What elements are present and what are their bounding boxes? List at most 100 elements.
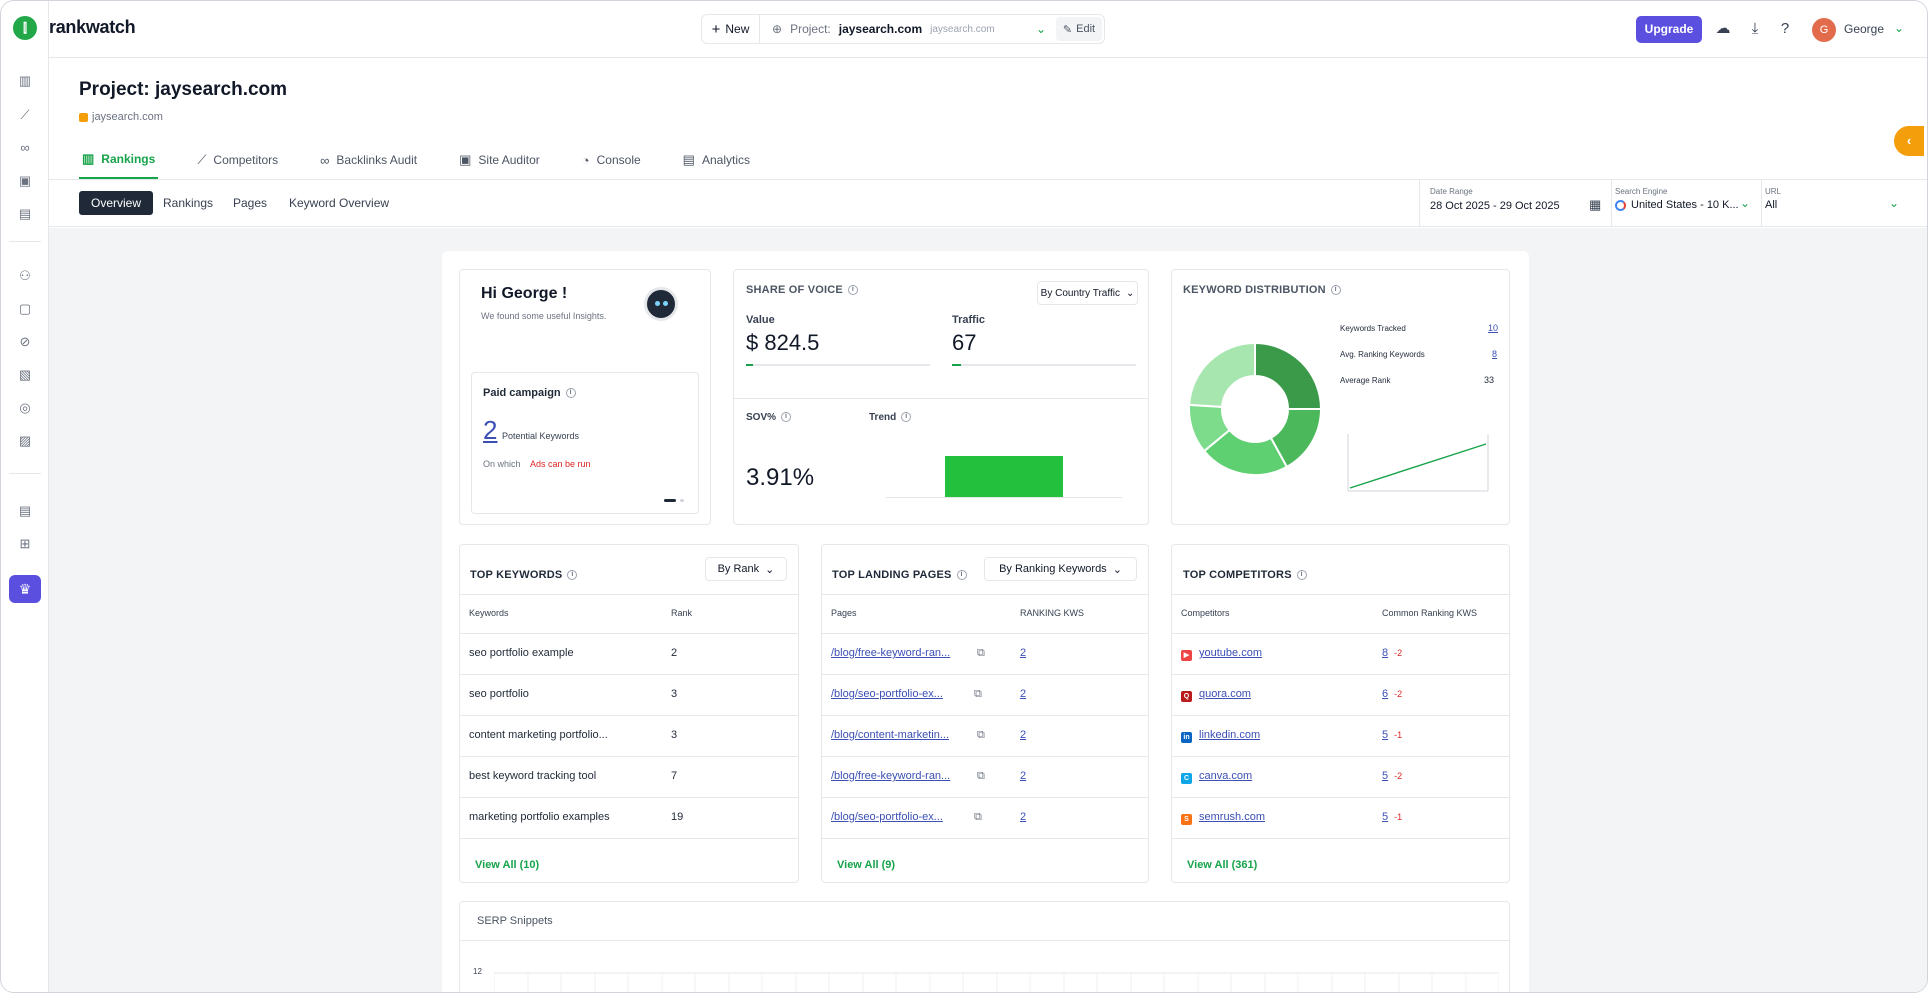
donut-slice[interactable]: [1188, 342, 1256, 408]
external-link-icon[interactable]: ⧉: [974, 811, 982, 823]
keyword-donut-chart: [1188, 342, 1322, 476]
view-all-pages-link[interactable]: View All (9): [837, 859, 896, 871]
link-nav-icon[interactable]: ⊘: [19, 334, 31, 349]
table-row[interactable]: seo portfolio example 2: [460, 634, 798, 675]
top-competitors-title: TOP COMPETITORS i: [1183, 569, 1307, 581]
external-link-icon[interactable]: ⧉: [977, 729, 985, 741]
carousel-dot-active[interactable]: [664, 499, 676, 502]
chevron-down-icon[interactable]: ⌄: [1889, 196, 1900, 210]
external-link-icon[interactable]: ⧉: [974, 688, 982, 700]
filter-divider: [1761, 180, 1762, 227]
view-all-keywords-link[interactable]: View All (10): [475, 859, 540, 871]
site-auditor-nav-icon[interactable]: ▣: [18, 173, 32, 188]
table-row[interactable]: /blog/seo-portfolio-ex... ⧉ 2: [822, 798, 1148, 839]
external-link-icon[interactable]: ⧉: [977, 647, 985, 659]
table-row[interactable]: /blog/content-marketin... ⧉ 2: [822, 716, 1148, 757]
help-icon[interactable]: ?: [1780, 20, 1790, 37]
calendar-icon[interactable]: ▦: [1589, 197, 1602, 212]
trend-label: Trend i: [869, 412, 912, 423]
potential-keywords-count[interactable]: 2: [483, 415, 498, 445]
user-name[interactable]: George: [1844, 22, 1885, 36]
info-icon[interactable]: i: [956, 570, 967, 581]
new-button[interactable]: + New: [702, 15, 760, 43]
share-nav-icon[interactable]: ⚇: [19, 268, 31, 283]
competitors-nav-icon[interactable]: ⟋: [20, 107, 30, 122]
kd-value-ranking[interactable]: 8: [1492, 349, 1498, 359]
download-icon[interactable]: ⤓: [1751, 20, 1759, 37]
edit-nav-icon[interactable]: ▨: [18, 433, 32, 448]
table-row[interactable]: seo portfolio 3: [460, 675, 798, 716]
tab-backlinks-audit[interactable]: ∞ Backlinks Audit: [320, 152, 418, 168]
tab-competitors[interactable]: ⟋ Competitors: [197, 152, 279, 167]
top-keywords-dropdown[interactable]: By Rank ⌄: [705, 557, 787, 581]
table-row[interactable]: ▶ youtube.com 8 -2: [1172, 634, 1509, 675]
table-row[interactable]: in linkedin.com 5 -1: [1172, 716, 1509, 757]
tab-console[interactable]: ◔ Console: [581, 152, 641, 168]
value-label: Value: [746, 314, 775, 326]
info-icon[interactable]: i: [901, 412, 912, 423]
kd-label-avg-rank: Average Rank: [1340, 376, 1391, 385]
document-nav-icon[interactable]: ▤: [18, 503, 32, 518]
donut-slice[interactable]: [1254, 342, 1322, 410]
table-row[interactable]: /blog/free-keyword-ran... ⧉ 2: [822, 757, 1148, 798]
sidebar-divider: [9, 473, 41, 474]
subtab-pages[interactable]: Pages: [233, 196, 268, 210]
external-link-icon[interactable]: ⧉: [977, 770, 985, 782]
kd-value-tracked[interactable]: 10: [1488, 323, 1499, 333]
paid-campaign-card: Paid campaign i 2 Potential Keywords On w…: [471, 372, 699, 514]
chevron-down-icon[interactable]: ⌄: [1894, 21, 1905, 35]
upgrade-button[interactable]: Upgrade: [1636, 16, 1702, 43]
chevron-down-icon[interactable]: ⌄: [1035, 22, 1046, 36]
youtube-icon: ▶: [1181, 650, 1192, 661]
camera-nav-icon[interactable]: ◎: [19, 400, 31, 415]
backlinks-nav-icon[interactable]: ∞: [20, 140, 30, 155]
cloud-download-icon[interactable]: ☁: [1715, 20, 1731, 37]
info-icon[interactable]: i: [1330, 285, 1341, 296]
info-icon[interactable]: i: [847, 285, 858, 296]
sov-dropdown[interactable]: By Country Traffic ⌄: [1037, 281, 1138, 305]
serp-divider: [460, 940, 1509, 941]
tab-analytics[interactable]: ▤ Analytics: [682, 152, 750, 167]
monitor-nav-icon[interactable]: ▢: [18, 301, 32, 316]
logo-icon[interactable]: ⫿: [13, 16, 37, 40]
top-pages-dropdown[interactable]: By Ranking Keywords ⌄: [984, 557, 1137, 581]
table-row[interactable]: marketing portfolio examples 19: [460, 798, 798, 839]
subtab-keyword-overview[interactable]: Keyword Overview: [289, 196, 390, 210]
apps-nav-icon[interactable]: ⊞: [19, 536, 31, 551]
info-icon[interactable]: i: [565, 388, 576, 399]
table-row[interactable]: content marketing portfolio... 3: [460, 716, 798, 757]
chevron-down-icon[interactable]: ⌄: [1740, 196, 1751, 210]
info-icon[interactable]: i: [1296, 570, 1307, 581]
edit-button[interactable]: ✎ Edit: [1056, 17, 1102, 41]
serp-chart-grid: [494, 972, 1499, 992]
project-selector[interactable]: + New ⊕ Project: jaysearch.com jaysearch…: [701, 14, 1105, 44]
top-pages-title: TOP LANDING PAGES i: [832, 569, 967, 581]
dashboard-board: Hi George ! We found some useful Insight…: [442, 251, 1529, 992]
main-tabs: ▥ Rankings ⟋ Competitors ∞ Backlinks Audit …: [79, 141, 789, 181]
crown-icon[interactable]: ♛: [9, 575, 41, 603]
table-header: Competitors Common Ranking KWS: [1172, 594, 1509, 634]
tab-site-auditor[interactable]: ▣ Site Auditor: [459, 152, 540, 167]
traffic-value: 67: [952, 330, 977, 355]
subtab-rankings[interactable]: Rankings: [163, 196, 214, 210]
avatar[interactable]: G: [1812, 18, 1836, 42]
sov-percent-value: 3.91%: [746, 464, 815, 491]
info-icon[interactable]: i: [781, 412, 792, 423]
analytics-nav-icon[interactable]: ▤: [18, 206, 32, 221]
collapse-panel-icon[interactable]: ‹: [1894, 126, 1924, 156]
info-icon[interactable]: i: [567, 570, 578, 581]
view-all-competitors-link[interactable]: View All (361): [1187, 859, 1258, 871]
table-row[interactable]: /blog/seo-portfolio-ex... ⧉ 2: [822, 675, 1148, 716]
table-row[interactable]: /blog/free-keyword-ran... ⧉ 2: [822, 634, 1148, 675]
subtab-overview[interactable]: Overview: [79, 191, 154, 215]
rankings-nav-icon[interactable]: ▥: [18, 73, 32, 88]
chevron-down-icon: ⌄: [1112, 563, 1122, 576]
table-row[interactable]: best keyword tracking tool 7: [460, 757, 798, 798]
greeting-card: Hi George ! We found some useful Insight…: [459, 269, 711, 525]
report-nav-icon[interactable]: ▧: [18, 367, 32, 382]
tab-rankings[interactable]: ▥ Rankings: [79, 141, 159, 179]
carousel-dot[interactable]: [680, 499, 684, 502]
